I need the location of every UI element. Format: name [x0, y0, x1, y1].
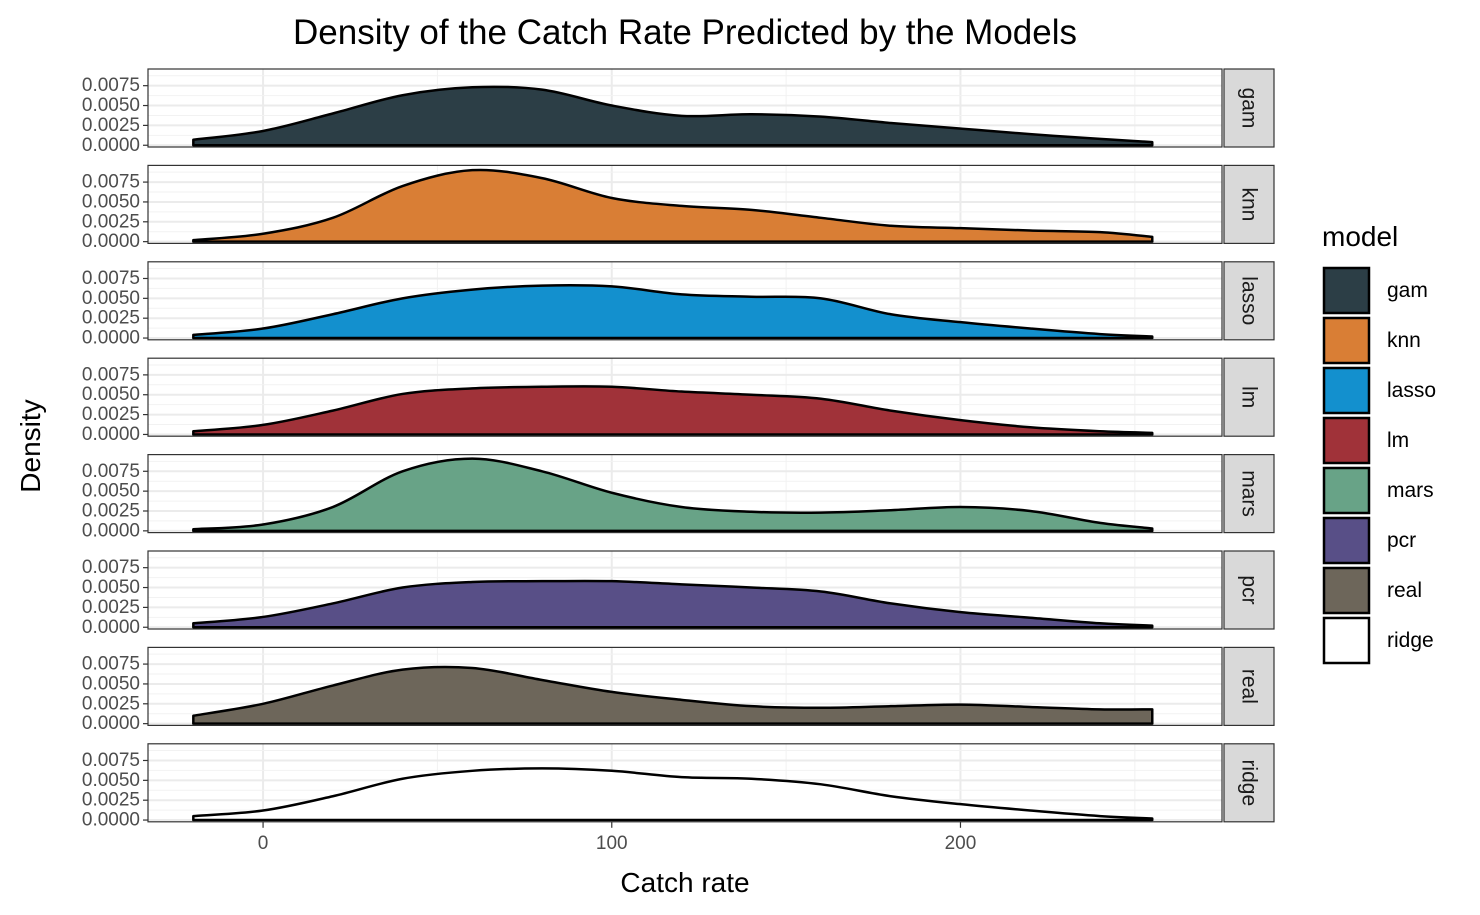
y-tick-label: 0.0000 — [82, 713, 140, 734]
y-tick-label: 0.0050 — [82, 288, 140, 309]
density-area-ridge — [192, 767, 1154, 822]
legend-label-lm: lm — [1387, 429, 1409, 452]
y-tick-label: 0.0075 — [82, 75, 140, 96]
y-tick-label: 0.0075 — [82, 750, 140, 771]
facet-strip-label: ridge — [1238, 759, 1261, 806]
density-area-knn — [192, 168, 1154, 243]
facet-panels: gam0.00000.00250.00500.0075knn0.00000.00… — [82, 68, 1275, 831]
legend-label-gam: gam — [1387, 279, 1428, 302]
legend-label-ridge: ridge — [1387, 629, 1434, 652]
density-area-gam — [192, 85, 1154, 147]
legend-key-real — [1322, 566, 1371, 615]
legend-label-pcr: pcr — [1387, 529, 1416, 552]
density-area-lm — [192, 385, 1154, 436]
facet-strip-mars — [1223, 454, 1275, 534]
facet-strip-label: real — [1238, 669, 1261, 704]
legend-title: model — [1322, 221, 1398, 252]
chart-title: Density of the Catch Rate Predicted by t… — [293, 13, 1077, 52]
y-tick-label: 0.0025 — [82, 404, 140, 425]
y-tick-label: 0.0050 — [82, 191, 140, 212]
x-axis: 0 100 200 — [258, 821, 977, 854]
x-tick-label: 100 — [596, 833, 628, 854]
y-tick-label: 0.0075 — [82, 172, 140, 193]
x-tick-label: 0 — [258, 833, 269, 854]
legend-label-lasso: lasso — [1387, 379, 1436, 402]
y-tick-label: 0.0025 — [82, 308, 140, 329]
y-tick-label: 0.0050 — [82, 95, 140, 116]
facet-strip-label: pcr — [1238, 575, 1261, 604]
y-tick-label: 0.0025 — [82, 115, 140, 136]
y-tick-label: 0.0050 — [82, 481, 140, 502]
facet-strip-knn — [1223, 164, 1275, 244]
legend-label-knn: knn — [1387, 329, 1421, 352]
legend-label-mars: mars — [1387, 479, 1434, 502]
y-tick-label: 0.0075 — [82, 461, 140, 482]
legend-key-lm — [1322, 416, 1371, 465]
legend-key-knn — [1322, 316, 1371, 365]
y-tick-label: 0.0000 — [82, 231, 140, 252]
facet-strip-gam — [1223, 68, 1275, 148]
density-area-mars — [192, 457, 1154, 533]
panel-border — [147, 743, 1223, 823]
y-tick-label: 0.0025 — [82, 597, 140, 618]
y-tick-label: 0.0050 — [82, 577, 140, 598]
y-tick-label: 0.0000 — [82, 135, 140, 156]
legend-key-lasso — [1322, 366, 1371, 415]
y-axis-title: Density — [15, 399, 46, 492]
y-tick-label: 0.0050 — [82, 384, 140, 405]
panel-border — [147, 164, 1223, 244]
y-tick-label: 0.0075 — [82, 364, 140, 385]
y-tick-label: 0.0075 — [82, 654, 140, 675]
facet-strip-label: lasso — [1238, 276, 1261, 325]
facet-strip-label: gam — [1238, 88, 1261, 129]
facet-strip-pcr — [1223, 550, 1275, 630]
legend-key-ridge — [1322, 616, 1371, 665]
density-area-lasso — [192, 284, 1154, 340]
y-tick-label: 0.0000 — [82, 424, 140, 445]
panel-border — [147, 454, 1223, 534]
facet-strip-real — [1223, 646, 1275, 727]
y-tick-label: 0.0025 — [82, 693, 140, 714]
y-tick-label: 0.0075 — [82, 557, 140, 578]
y-tick-label: 0.0075 — [82, 268, 140, 289]
facet-strip-label: lm — [1238, 386, 1261, 408]
panel-border — [147, 646, 1223, 727]
legend-key-pcr — [1322, 516, 1371, 565]
y-tick-label: 0.0025 — [82, 790, 140, 811]
facet-strip-lasso — [1223, 261, 1275, 341]
panel-border — [147, 68, 1223, 148]
density-area-real — [192, 665, 1154, 725]
panel-border — [147, 550, 1223, 630]
legend-label-real: real — [1387, 579, 1422, 602]
panel-border — [147, 261, 1223, 341]
facet-strip-label: mars — [1238, 470, 1261, 517]
density-area-pcr — [192, 579, 1154, 629]
y-tick-label: 0.0025 — [82, 500, 140, 521]
y-tick-label: 0.0050 — [82, 770, 140, 791]
facet-strip-label: knn — [1238, 187, 1261, 221]
x-tick-label: 200 — [945, 833, 977, 854]
y-tick-label: 0.0000 — [82, 810, 140, 831]
y-tick-label: 0.0000 — [82, 617, 140, 638]
y-tick-label: 0.0000 — [82, 328, 140, 349]
facet-strip-ridge — [1223, 743, 1275, 823]
y-tick-label: 0.0000 — [82, 520, 140, 541]
y-tick-label: 0.0050 — [82, 673, 140, 694]
x-axis-title: Catch rate — [620, 867, 749, 898]
panel-border — [147, 357, 1223, 437]
y-tick-label: 0.0025 — [82, 211, 140, 232]
facet-strip-lm — [1223, 357, 1275, 437]
legend-key-mars — [1322, 466, 1371, 515]
legend-key-gam — [1322, 266, 1371, 315]
legend: model gam knn lasso lm mars pcr real ridge — [1322, 221, 1436, 665]
